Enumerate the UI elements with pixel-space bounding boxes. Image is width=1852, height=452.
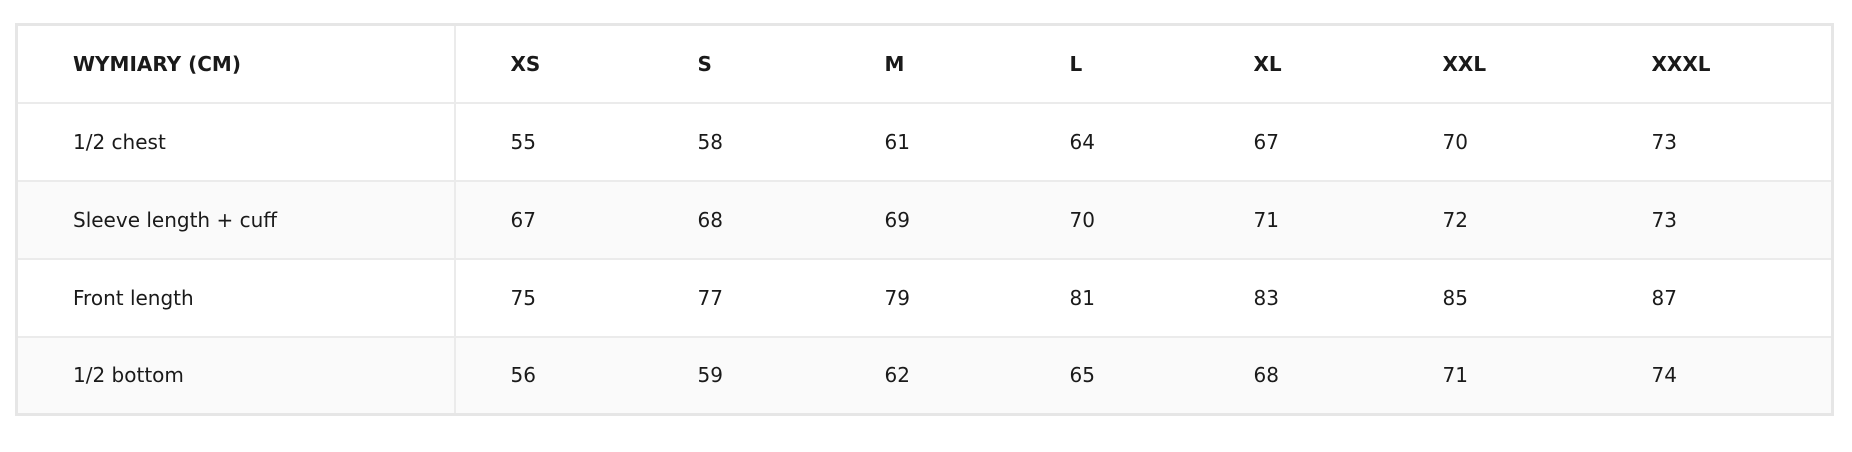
cell-value: 58 — [642, 101, 830, 181]
header-size-s: S — [697, 51, 712, 76]
cell-value: 65 — [1014, 335, 1199, 415]
cell-value: 74 — [1596, 335, 1833, 415]
header-row: WYMIARY (CM) XS S M L XL XXL XXXL — [16, 24, 1833, 103]
cell-value: 68 — [642, 179, 830, 259]
cell-value: 69 — [829, 179, 1015, 259]
cell-value: 61 — [829, 101, 1015, 181]
table-row: Front length 75 77 79 81 83 85 87 — [16, 257, 1833, 337]
table-row: Sleeve length + cuff 67 68 69 70 71 72 73 — [16, 179, 1833, 259]
cell-value: 71 — [1387, 335, 1597, 415]
table-row: 1/2 bottom 56 59 62 65 68 71 74 — [16, 335, 1833, 415]
cell-value: 87 — [1596, 257, 1833, 337]
header-size-xxxl: XXXL — [1651, 51, 1711, 76]
cell-value: 70 — [1014, 179, 1199, 259]
size-chart-table: WYMIARY (CM) XS S M L XL XXL XXXL 1/2 ch… — [15, 23, 1834, 416]
row-label: 1/2 chest — [16, 101, 456, 181]
row-label: Sleeve length + cuff — [16, 179, 456, 259]
header-size-xxl: XXL — [1442, 51, 1487, 76]
cell-value: 77 — [642, 257, 830, 337]
cell-value: 71 — [1198, 179, 1388, 259]
cell-value: 68 — [1198, 335, 1388, 415]
header-size-xs: XS — [510, 51, 541, 76]
cell-value: 55 — [454, 101, 643, 181]
cell-value: 67 — [1198, 101, 1388, 181]
cell-value: 79 — [829, 257, 1015, 337]
table-row: 1/2 chest 55 58 61 64 67 70 73 — [16, 101, 1833, 181]
header-dimensions: WYMIARY (CM) — [16, 24, 456, 103]
row-label: Front length — [16, 257, 456, 337]
cell-value: 75 — [454, 257, 643, 337]
cell-value: 59 — [642, 335, 830, 415]
cell-value: 62 — [829, 335, 1015, 415]
cell-value: 72 — [1387, 179, 1597, 259]
cell-value: 83 — [1198, 257, 1388, 337]
cell-value: 85 — [1387, 257, 1597, 337]
cell-value: 67 — [454, 179, 643, 259]
header-size-l: L — [1069, 51, 1083, 76]
cell-value: 70 — [1387, 101, 1597, 181]
cell-value: 81 — [1014, 257, 1199, 337]
row-label: 1/2 bottom — [16, 335, 456, 415]
cell-value: 56 — [454, 335, 643, 415]
header-size-xl: XL — [1253, 51, 1282, 76]
cell-value: 73 — [1596, 179, 1833, 259]
cell-value: 64 — [1014, 101, 1199, 181]
cell-value: 73 — [1596, 101, 1833, 181]
header-size-m: M — [884, 51, 905, 76]
